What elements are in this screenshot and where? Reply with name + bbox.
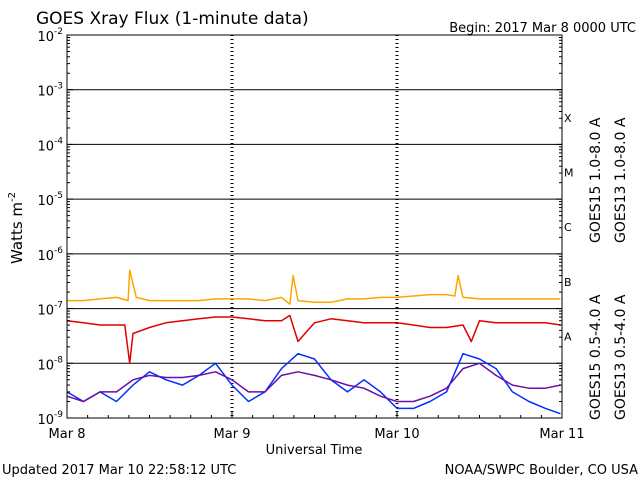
x-tick-label: Mar 11 [539,427,584,442]
flare-class-labels: A B C M X [564,112,574,344]
flare-class-c: C [564,221,572,234]
y-tick-label: 10-7 [37,301,63,319]
x-tick-label: Mar 9 [214,427,251,442]
chart-title: GOES Xray Flux (1-minute data) [36,9,309,29]
begin-time-label: Begin: 2017 Mar 8 0000 UTC [449,21,636,36]
x-tick-label: Mar 8 [49,427,86,442]
day-separators [230,35,399,418]
legend-goes13-long: GOES13 1.0-8.0 A [613,117,629,243]
series-line-1 [67,269,561,305]
y-axis-ticks: 10-9 10-8 10-7 10-6 10-5 10-4 10-3 10-2 [37,27,562,428]
legend-goes15-long: GOES15 1.0-8.0 A [588,117,604,243]
flare-class-x: X [564,112,572,125]
y-axis-title: Watts m-2 [7,192,26,264]
x-axis-ticks: Mar 8 Mar 9 Mar 10 Mar 11 [49,412,585,442]
y-tick-label: 10-9 [37,410,63,428]
series-line-0 [66,314,561,365]
y-axis-title-exponent: -2 [7,192,18,202]
series-line-2 [66,352,561,415]
y-tick-label: 10-8 [37,355,63,373]
flare-class-b: B [564,276,572,289]
flare-class-a: A [564,331,572,344]
series-group [66,269,561,415]
y-tick-label: 10-6 [37,246,63,264]
y-axis-title-text: Watts m [8,202,26,264]
y-tick-label: 10-4 [37,136,63,154]
y-tick-label: 10-3 [37,82,63,100]
updated-timestamp: Updated 2017 Mar 10 22:58:12 UTC [2,463,236,478]
x-tick-label: Mar 10 [374,427,419,442]
plot-frame [66,34,563,419]
x-axis-title: Universal Time [266,443,363,458]
legend-goes15-short: GOES15 0.5-4.0 A [588,294,604,420]
y-tick-label: 10-5 [37,191,63,209]
series-line-3 [66,362,561,403]
flare-class-m: M [564,167,574,180]
legend-goes13-short: GOES13 0.5-4.0 A [613,294,629,420]
credit-label: NOAA/SWPC Boulder, CO USA [445,463,638,478]
y-tick-label: 10-2 [37,27,63,45]
